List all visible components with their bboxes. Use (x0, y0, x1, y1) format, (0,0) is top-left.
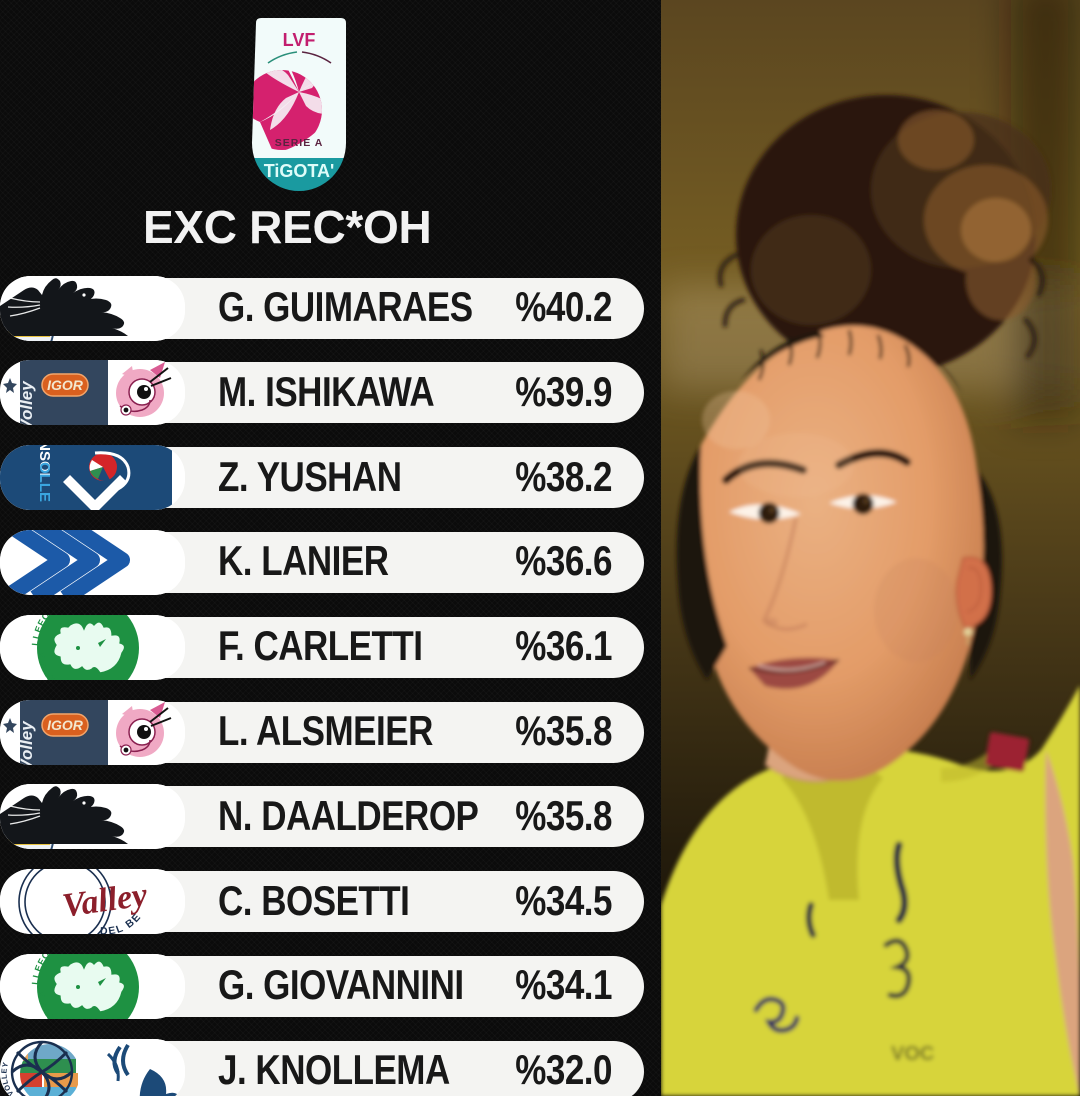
svg-text:IGOR: IGOR (47, 717, 84, 733)
svg-text:SERIE A: SERIE A (275, 137, 324, 149)
svg-text:IGOR: IGOR (47, 377, 84, 393)
svg-text:LVF: LVF (283, 30, 316, 50)
svg-text:TiGOTA': TiGOTA' (264, 161, 335, 181)
svg-text:VOC: VOC (891, 1043, 934, 1065)
svg-text:OLLE: OLLE (36, 462, 53, 502)
svg-text:Volley: Volley (17, 719, 36, 764)
svg-text:Volley: Volley (17, 380, 36, 425)
